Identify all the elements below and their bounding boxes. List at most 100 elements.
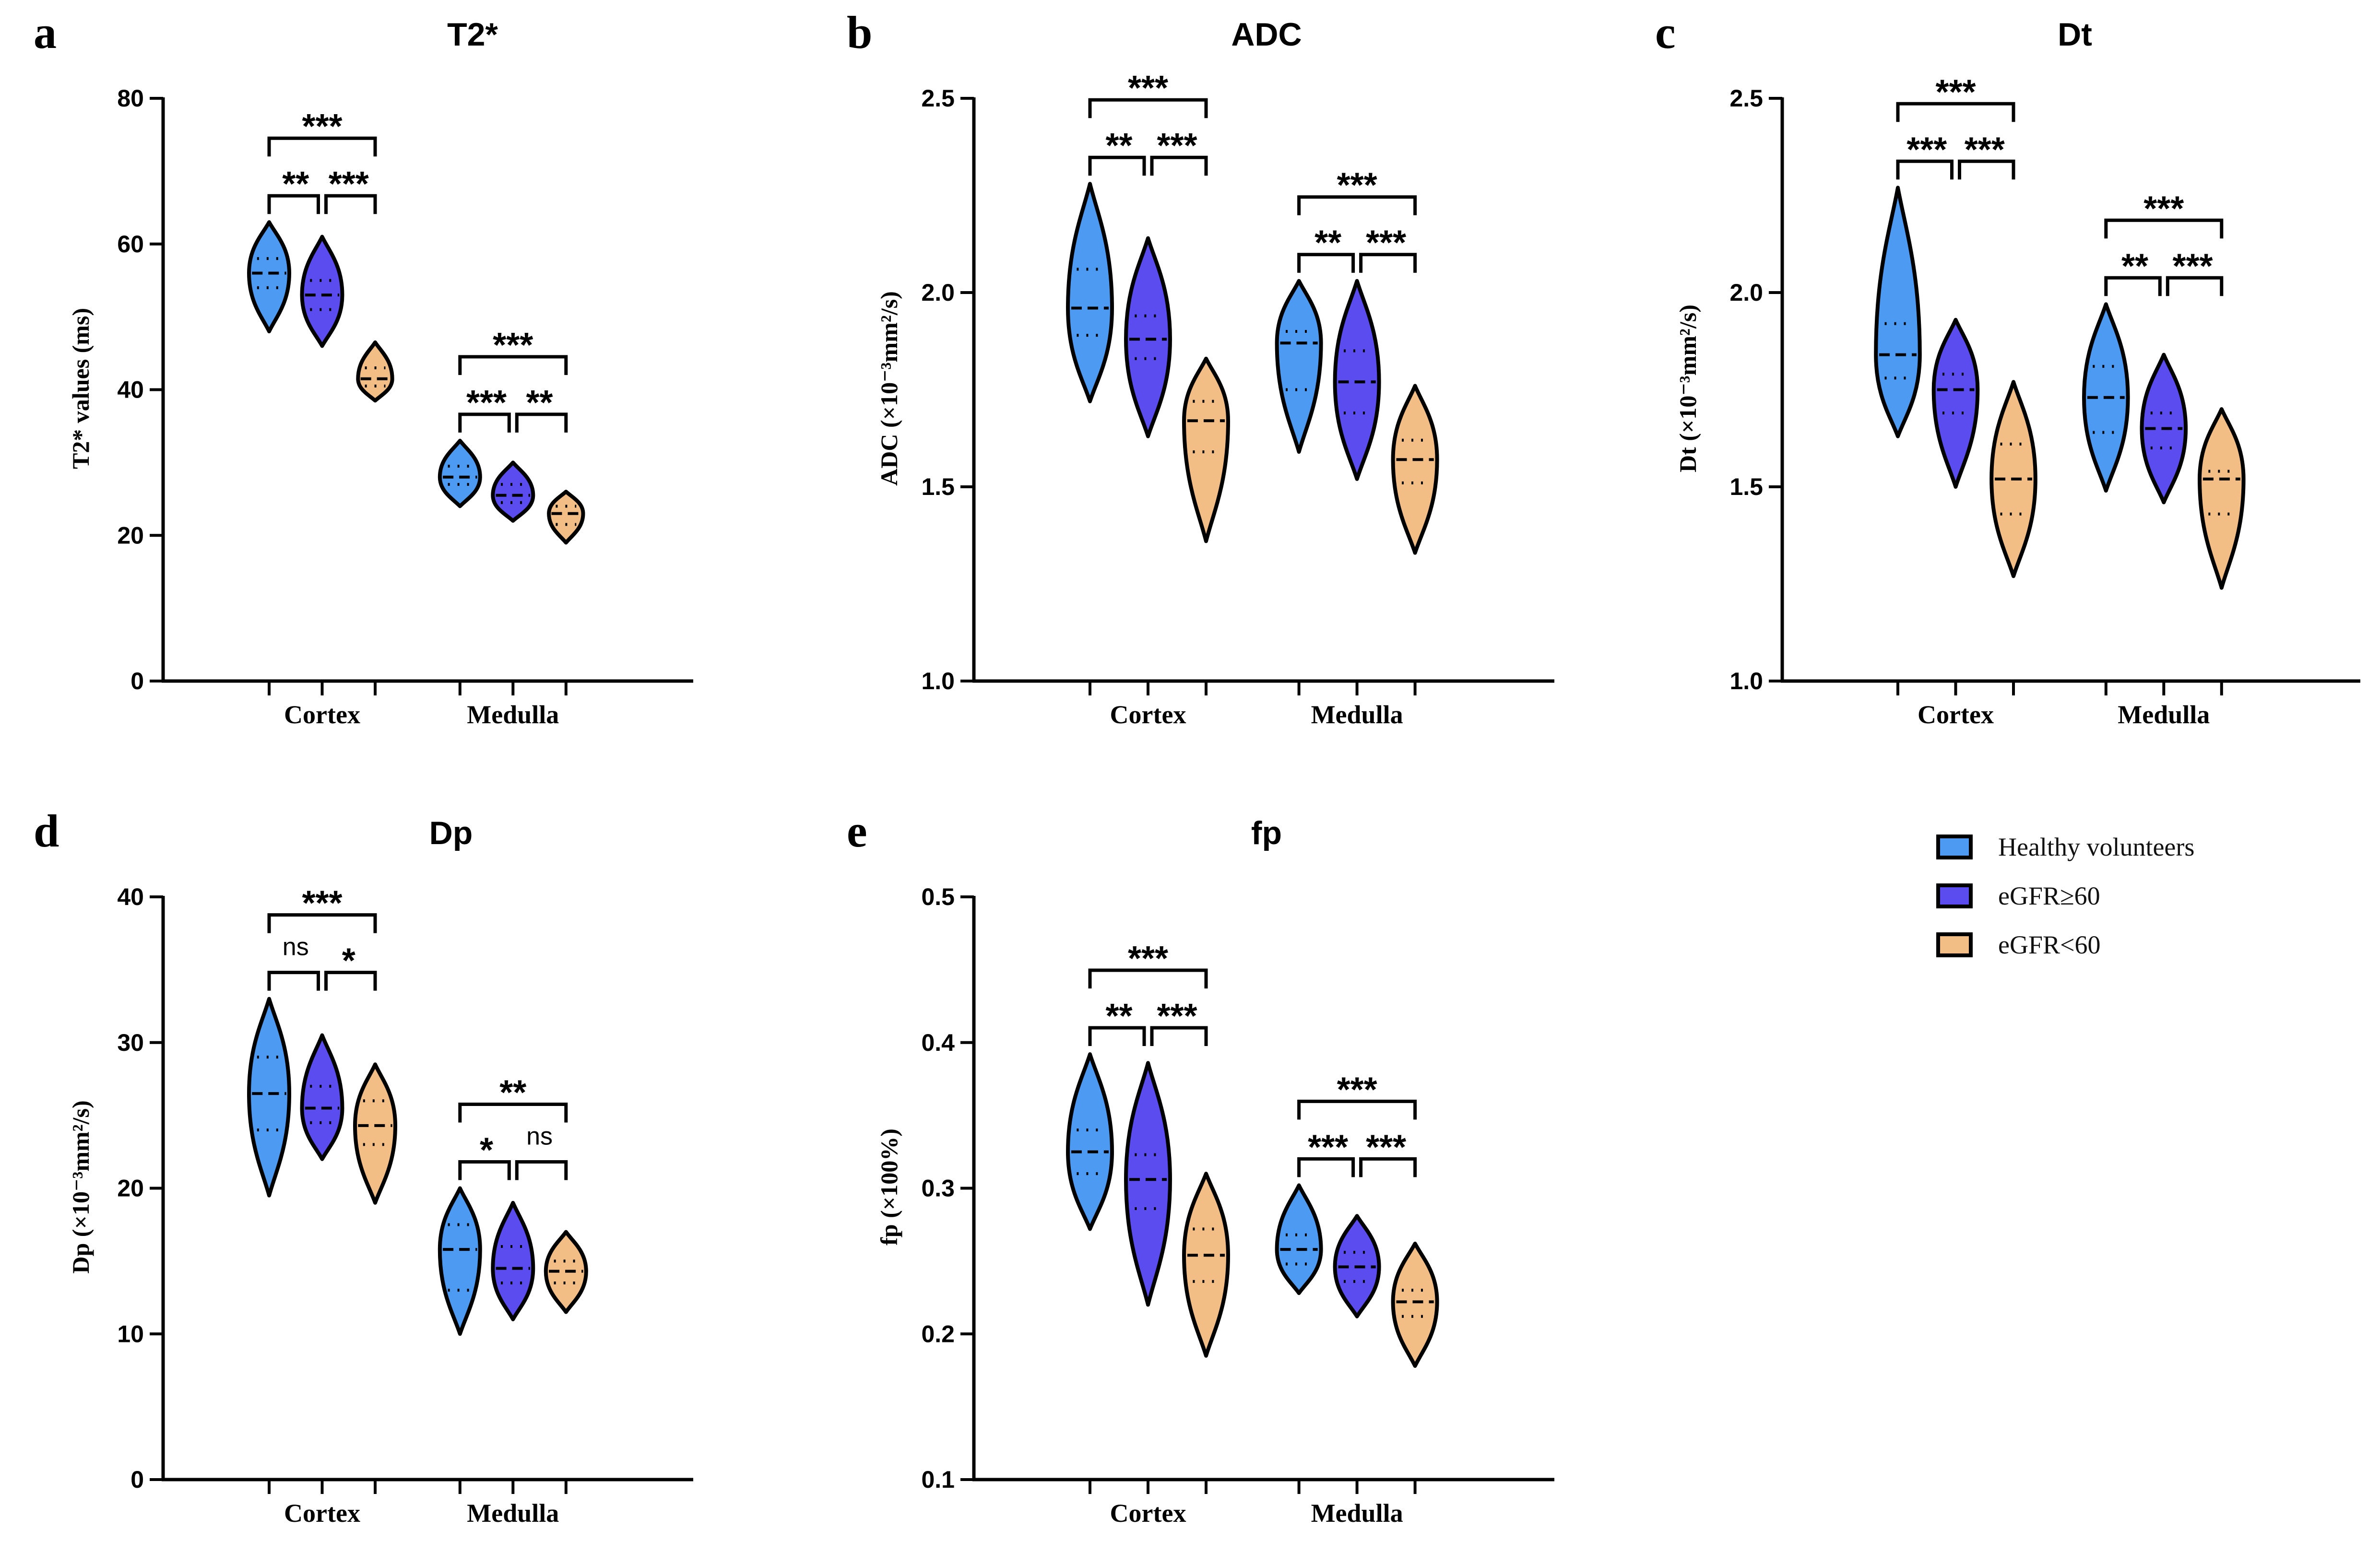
group-label-cortex: Cortex [284, 1499, 360, 1528]
sig-bracket-top [458, 355, 568, 375]
sig-bracket-left [1297, 253, 1355, 273]
sig-label-right: *** [1965, 130, 2005, 169]
sig-bracket-left [1896, 159, 1954, 180]
y-tick-label: 80 [117, 85, 144, 112]
y-tick-label: 0.5 [921, 883, 955, 910]
violin-cortex-2 [1124, 1061, 1172, 1307]
sig-bracket-left [1088, 155, 1146, 176]
y-tick-label: 60 [117, 231, 144, 258]
legend-swatch [1936, 883, 1973, 908]
sig-label-left: *** [1906, 130, 1947, 169]
group-label-medulla: Medulla [2118, 700, 2210, 729]
group-label-medulla: Medulla [467, 1499, 559, 1528]
violin-medulla-3 [547, 490, 585, 545]
violin-cortex-1 [1066, 1052, 1114, 1231]
sig-label-right: ns [526, 1123, 553, 1151]
y-tick-label: 1.0 [921, 668, 955, 694]
legend: Healthy volunteers eGFR≥60 eGFR<60 [1936, 833, 2194, 959]
panel-letter: b [847, 7, 872, 58]
sig-label-right: *** [1157, 127, 1197, 165]
sig-label-right: *** [1366, 1128, 1406, 1166]
sig-bracket-top [1297, 195, 1417, 215]
sig-bracket-right [1150, 1026, 1208, 1046]
group-label-cortex: Cortex [1110, 1499, 1186, 1528]
sig-bracket-top [1297, 1099, 1417, 1120]
panel-title: ADC [1231, 16, 1302, 53]
sig-label-left: *** [1308, 1128, 1348, 1166]
sig-bracket-right [2166, 276, 2224, 296]
sig-bracket-right [1150, 155, 1208, 176]
y-tick-label: 1.5 [1729, 473, 1763, 500]
sig-label-right: *** [2173, 247, 2213, 285]
legend-label: eGFR<60 [1998, 930, 2100, 959]
sig-bracket-left [1297, 1157, 1355, 1177]
panel-title: fp [1251, 815, 1282, 851]
panel-b: b ADC ADC (×10⁻³mm²/s) 1.0 1.5 2.0 2.5 Cortex **… [847, 7, 1554, 729]
sig-label-top: ** [499, 1074, 526, 1112]
sig-bracket-left [1088, 1026, 1146, 1046]
violin-medulla-3 [1391, 384, 1439, 555]
y-axis-label: ADC (×10⁻³mm²/s) [876, 291, 902, 486]
violin-cortex-1 [247, 220, 291, 333]
sig-bracket-right [1359, 1157, 1417, 1177]
violin-medulla-2 [1333, 279, 1381, 481]
sig-bracket-top [1896, 102, 2015, 122]
legend-label: eGFR≥60 [1998, 882, 2100, 910]
sig-bracket-left [2104, 276, 2162, 296]
sig-label-top: *** [2143, 189, 2184, 228]
y-tick-label: 30 [117, 1029, 144, 1056]
violin-medulla-1 [1275, 1183, 1323, 1295]
group-label-medulla: Medulla [467, 700, 559, 729]
violin-medulla-3 [2198, 407, 2246, 590]
sig-bracket-top [1088, 968, 1208, 989]
violin-cortex-3 [353, 1062, 397, 1205]
sig-label-right: ** [526, 384, 553, 422]
y-tick-label: 1.0 [1729, 668, 1763, 694]
sig-bracket-right [324, 971, 377, 991]
y-tick-label: 0.4 [921, 1029, 955, 1056]
y-axis-label: Dp (×10⁻³mm²/s) [67, 1100, 94, 1273]
sig-bracket-left [458, 412, 511, 433]
sig-label-left: ** [1105, 127, 1132, 165]
panel-letter: c [1655, 7, 1676, 58]
y-tick-label: 0 [130, 668, 144, 694]
sig-label-top: *** [493, 326, 533, 364]
y-tick-label: 0 [130, 1466, 144, 1493]
panel-title: T2* [447, 16, 498, 53]
legend-label: Healthy volunteers [1998, 833, 2194, 861]
sig-label-right: *** [1157, 997, 1197, 1035]
y-tick-label: 2.5 [921, 85, 955, 112]
sig-label-top: *** [1128, 69, 1168, 107]
y-tick-label: 1.5 [921, 473, 955, 500]
panel-title: Dp [429, 815, 473, 851]
y-axis-label: fp (×100%) [876, 1129, 902, 1246]
sig-bracket-right [1958, 159, 2015, 180]
panel-letter: a [34, 7, 57, 58]
y-tick-label: 2.5 [1729, 85, 1763, 112]
sig-label-left: ** [282, 165, 309, 203]
sig-bracket-right [515, 412, 568, 433]
y-tick-label: 20 [117, 522, 144, 549]
violin-medulla-1 [438, 1186, 482, 1336]
violin-cortex-1 [1874, 186, 1922, 438]
group-label-cortex: Cortex [1110, 700, 1186, 729]
legend-swatch [1936, 932, 1973, 957]
panel-title: Dt [2058, 16, 2092, 53]
sig-bracket-top [267, 913, 377, 933]
y-tick-label: 40 [117, 376, 144, 403]
sig-label-left: ns [283, 933, 309, 961]
violin-medulla-1 [438, 438, 482, 508]
panel-letter: e [847, 805, 867, 857]
violin-medulla-2 [491, 460, 535, 523]
y-axis-label: T2* values (ms) [67, 308, 94, 469]
violin-cortex-2 [1124, 236, 1172, 438]
sig-bracket-right [1359, 253, 1417, 273]
violin-cortex-1 [1066, 182, 1114, 403]
sig-bracket-top [458, 1103, 568, 1123]
violin-cortex-2 [300, 235, 344, 348]
y-tick-label: 0.2 [921, 1320, 955, 1347]
sig-label-left: ** [1314, 224, 1341, 262]
